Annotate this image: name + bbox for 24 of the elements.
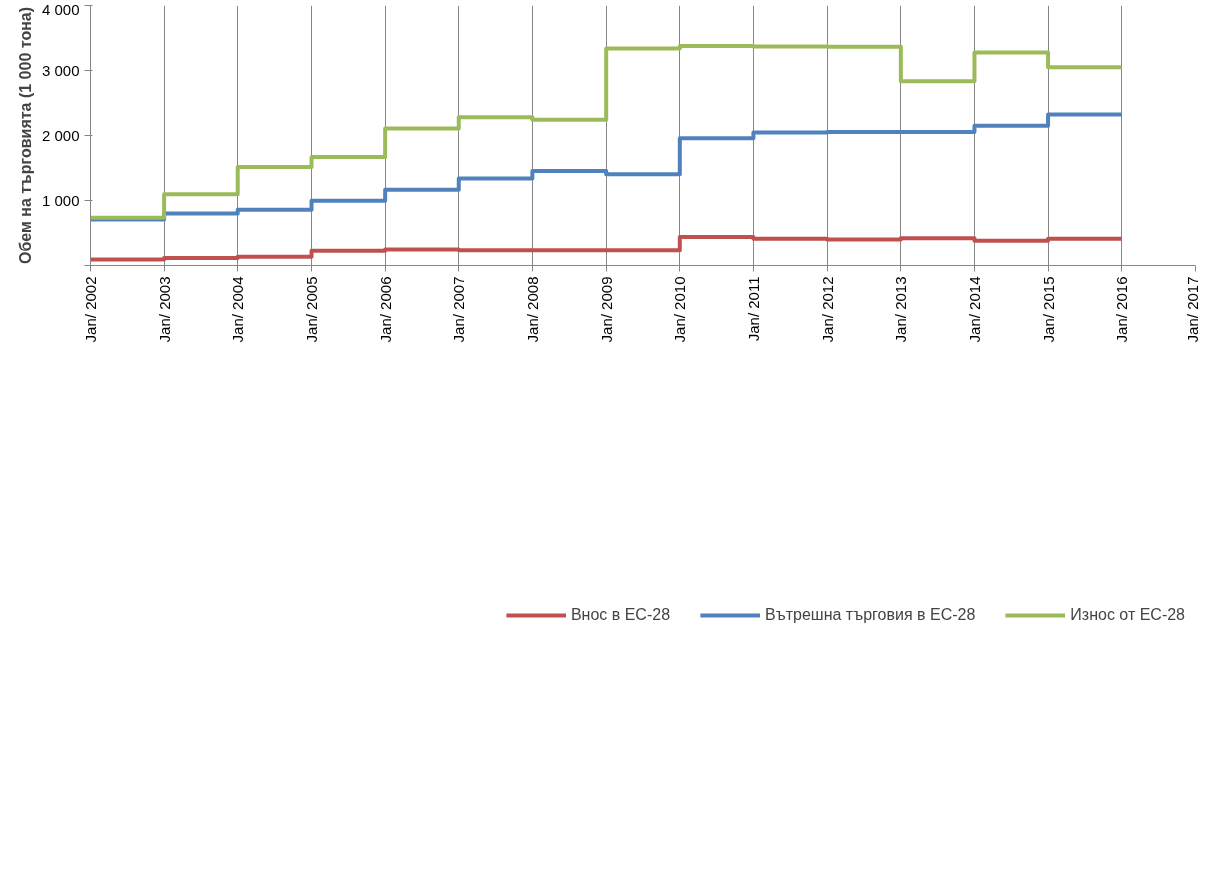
x-tick-label: Jan/ 2002 — [82, 276, 99, 343]
x-tick-label: Jan/ 2011 — [744, 276, 762, 342]
x-tick-label: Jan/ 2004 — [229, 276, 247, 343]
legend-label: Внос в ЕС-28 — [570, 606, 671, 624]
x-tick-label: Jan/ 2006 — [376, 276, 394, 343]
x-tick-label: Jan/ 2009 — [597, 276, 615, 343]
x-tick-label: Jan/ 2014 — [965, 276, 983, 343]
x-tick-label: Jan/ 2003 — [155, 276, 173, 343]
x-tick-label: Jan/ 2013 — [892, 276, 910, 343]
x-tick-label: Jan/ 2015 — [1039, 276, 1057, 343]
y-axis-title: Обем на търговията (1 000 тона) — [16, 6, 34, 265]
x-tick-label: Jan/ 2008 — [523, 276, 541, 343]
x-tick-label: Jan/ 2012 — [818, 276, 836, 343]
x-tick-label: Jan/ 2005 — [303, 276, 321, 343]
y-tick-label: 3 000 — [41, 62, 80, 79]
x-tick-label: Jan/ 2007 — [450, 276, 468, 343]
x-tick-label: Jan/ 2016 — [1113, 276, 1131, 343]
y-tick-label: 2 000 — [41, 127, 80, 144]
legend-label: Вътрешна търговия в ЕС-28 — [765, 606, 976, 624]
y-tick-label: 4 000 — [41, 0, 80, 18]
legend-label: Износ от ЕС-28 — [1070, 606, 1185, 624]
x-tick-label: Jan/ 2010 — [671, 276, 689, 343]
y-tick-label: 1 000 — [41, 192, 80, 209]
x-tick-label: Jan/ 2017 — [1183, 276, 1201, 343]
